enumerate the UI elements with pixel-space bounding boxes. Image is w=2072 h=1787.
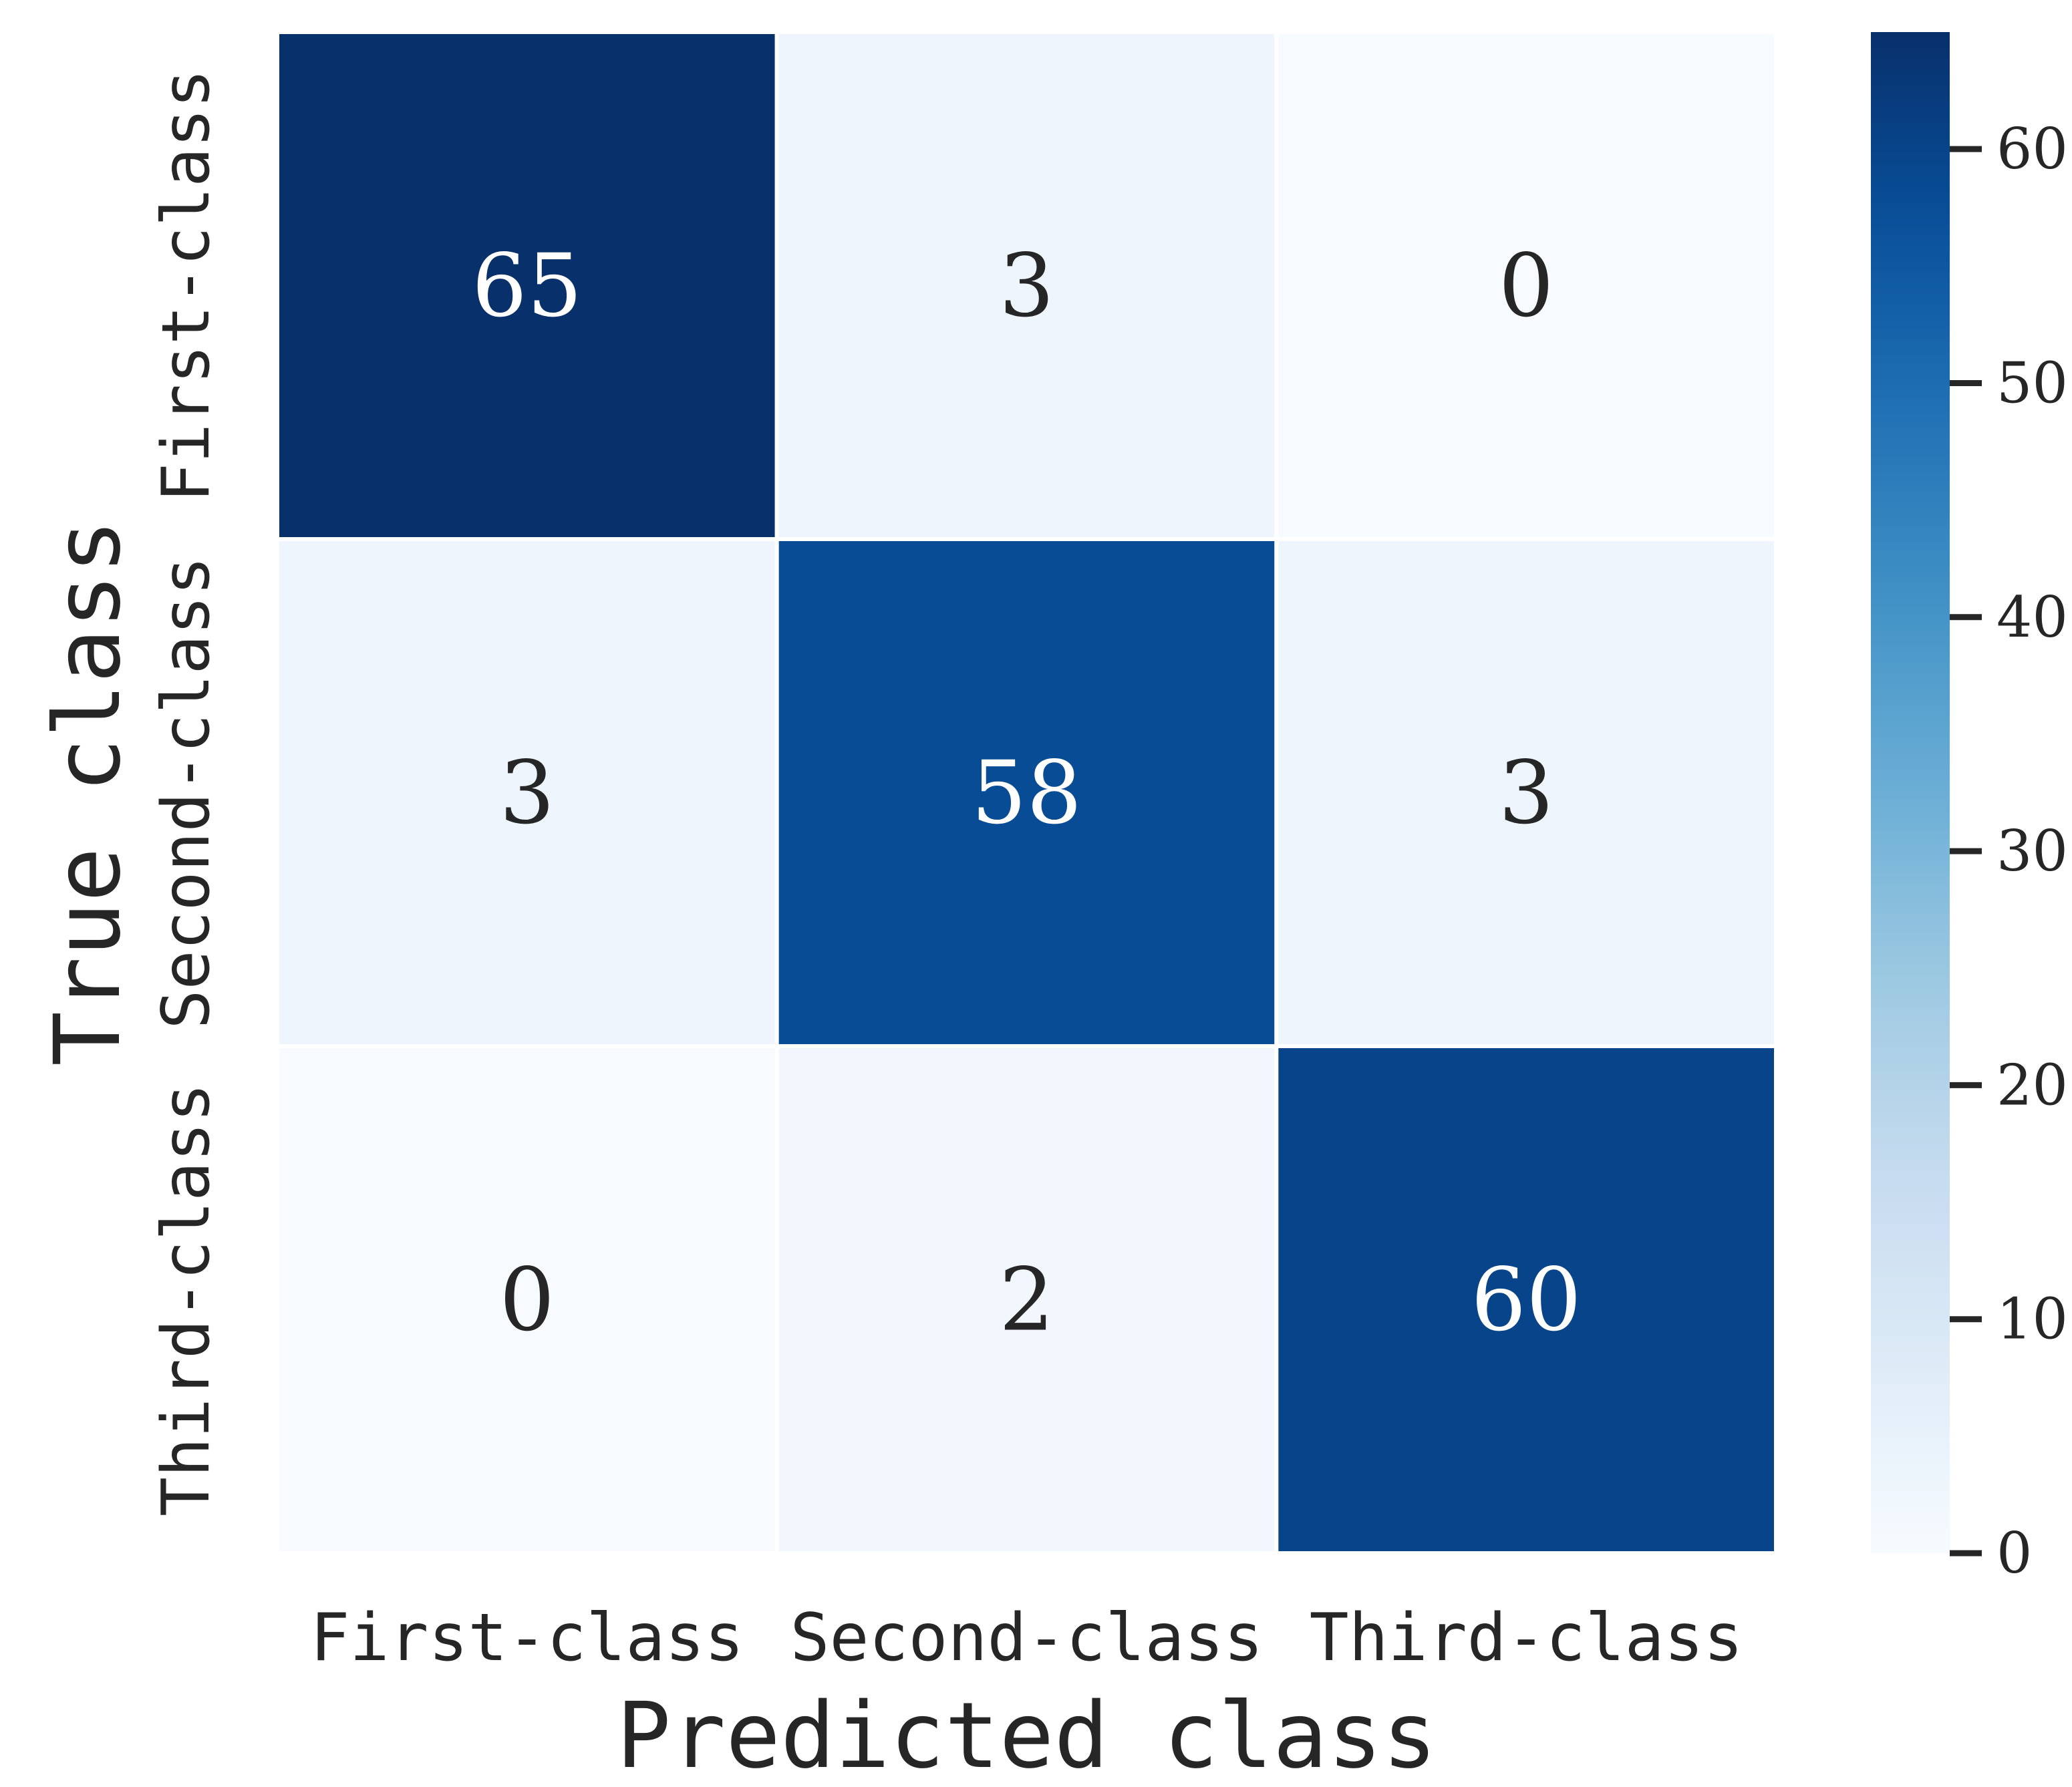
colorbar-tick-label: 60 bbox=[1996, 116, 2068, 182]
cell-value-label: 3 bbox=[499, 742, 555, 844]
y-tick-label: First-class bbox=[148, 69, 225, 502]
cell-value-label: 58 bbox=[972, 742, 1082, 844]
heatmap-cell bbox=[774, 30, 1279, 541]
cell-annotations: 65 3 03 58 30 2 60 bbox=[472, 235, 1582, 1351]
heatmap-cell bbox=[275, 30, 779, 541]
cell-value-label: 3 bbox=[1499, 742, 1554, 844]
colorbar-tick-label: 40 bbox=[1996, 585, 2068, 650]
heatmap-cells bbox=[275, 30, 1779, 1555]
y-tick-label: Second-class bbox=[148, 556, 225, 1029]
colorbar-tick-label: 20 bbox=[1996, 1052, 2068, 1118]
cell-value-label: 65 bbox=[472, 235, 582, 337]
heatmap-cell bbox=[1274, 537, 1779, 1048]
heatmap-cell bbox=[1274, 30, 1779, 541]
cell-value-label: 3 bbox=[999, 235, 1054, 337]
colorbar-tick-label: 50 bbox=[1996, 350, 2068, 416]
x-tick-label: Third-class bbox=[1310, 1600, 1743, 1676]
colorbar: 0 10 20 30 40 50 60 bbox=[1871, 32, 2068, 1586]
x-tick-label: Second-class bbox=[790, 1600, 1263, 1676]
heatmap-cell bbox=[774, 537, 1279, 1048]
heatmap-cell bbox=[1274, 1044, 1779, 1555]
colorbar-gradient bbox=[1871, 32, 1950, 1553]
cell-value-label: 0 bbox=[1499, 235, 1554, 337]
x-axis-title: Predicted class bbox=[616, 1683, 1437, 1787]
y-axis-title: True class bbox=[35, 519, 141, 1066]
x-tick-labels: First-class Second-class Third-class bbox=[310, 1600, 1743, 1676]
y-tick-label: Third-class bbox=[148, 1083, 225, 1516]
cell-value-label: 2 bbox=[999, 1249, 1054, 1351]
heatmap-cell bbox=[774, 1044, 1279, 1555]
heatmap-cell bbox=[275, 1044, 779, 1555]
y-tick-labels: First-class Second-class Third-class bbox=[148, 69, 225, 1516]
colorbar-tick-label: 10 bbox=[1996, 1287, 2068, 1352]
x-tick-label: First-class bbox=[310, 1600, 744, 1676]
cell-value-label: 60 bbox=[1471, 1249, 1581, 1351]
colorbar-tick-label: 0 bbox=[1996, 1520, 2032, 1586]
heatmap-cell bbox=[275, 537, 779, 1048]
colorbar-tick-label: 30 bbox=[1996, 818, 2068, 884]
cell-value-label: 0 bbox=[499, 1249, 555, 1351]
